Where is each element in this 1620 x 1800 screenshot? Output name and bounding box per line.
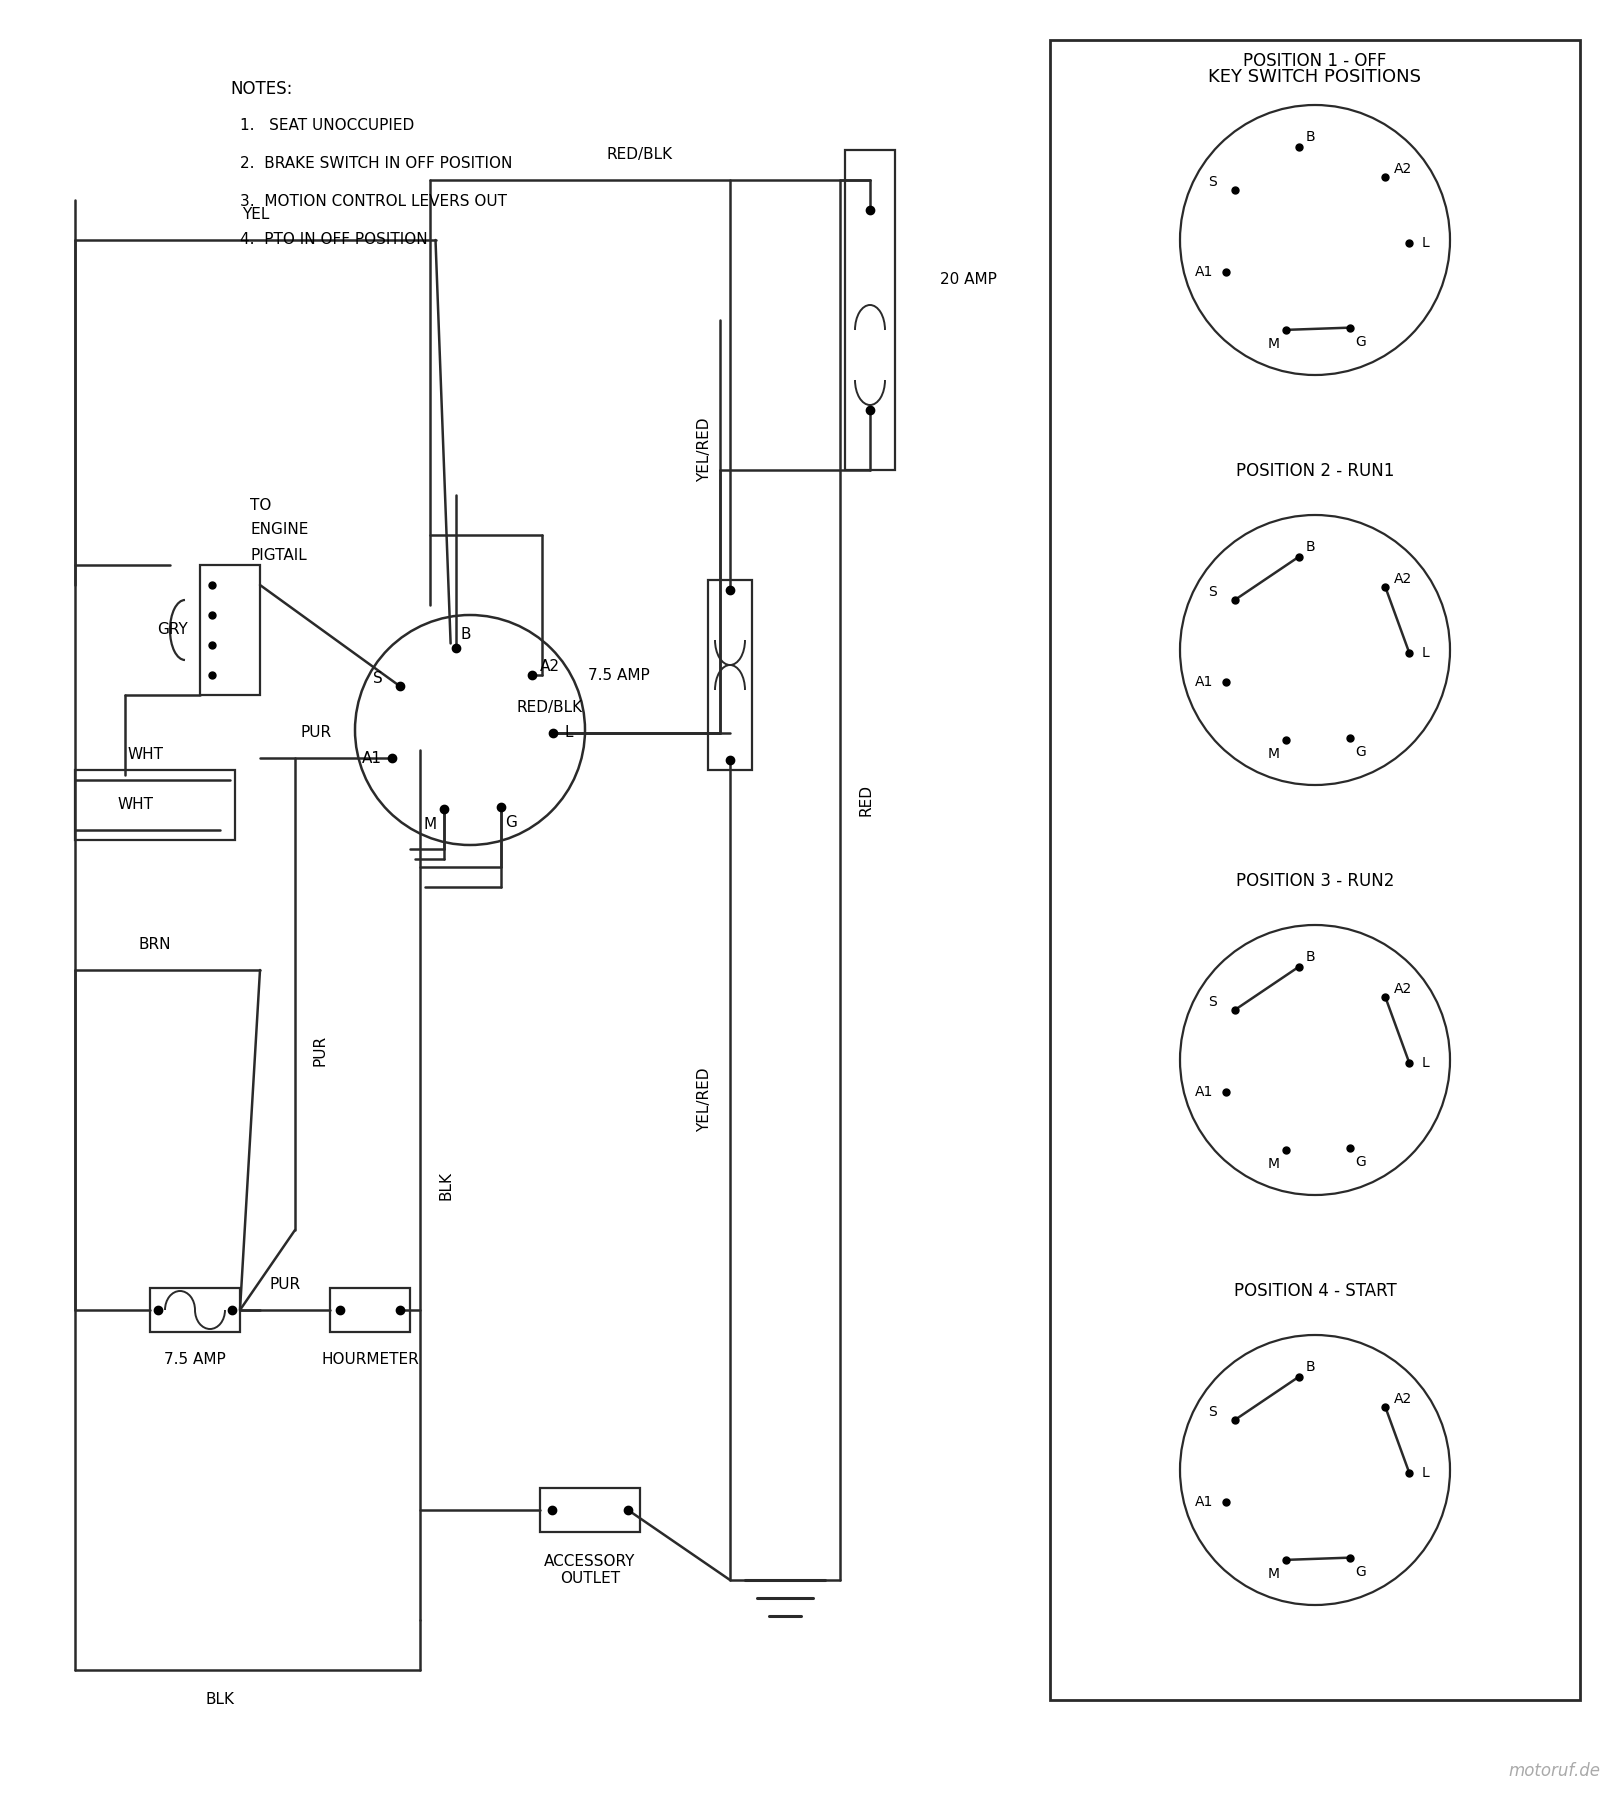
Text: PUR: PUR	[269, 1276, 301, 1292]
Text: S: S	[1209, 175, 1217, 189]
Text: PIGTAIL: PIGTAIL	[249, 547, 306, 562]
Text: A1: A1	[1196, 1496, 1213, 1510]
Text: B: B	[1306, 540, 1315, 554]
Text: M: M	[1268, 1157, 1280, 1170]
Text: A2: A2	[1395, 572, 1413, 585]
Text: BLK: BLK	[437, 1170, 454, 1199]
Text: G: G	[1354, 335, 1366, 349]
Text: RED: RED	[859, 785, 873, 815]
Text: WHT: WHT	[126, 747, 164, 761]
Text: 7.5 AMP: 7.5 AMP	[588, 668, 650, 682]
Bar	[1050, 40, 1580, 1699]
Text: motoruf.de: motoruf.de	[1508, 1762, 1601, 1780]
Text: RED/BLK: RED/BLK	[608, 148, 672, 162]
Text: B: B	[460, 626, 471, 643]
Bar	[330, 1289, 410, 1332]
Text: B: B	[1306, 950, 1315, 965]
Text: B: B	[1306, 1361, 1315, 1373]
Text: M: M	[1268, 1566, 1280, 1580]
Text: L: L	[564, 725, 573, 740]
Text: G: G	[505, 815, 517, 830]
Text: L: L	[1422, 1467, 1429, 1480]
Text: 2.  BRAKE SWITCH IN OFF POSITION: 2. BRAKE SWITCH IN OFF POSITION	[240, 157, 512, 171]
Bar	[75, 770, 235, 841]
Text: A2: A2	[1395, 981, 1413, 995]
Text: G: G	[1354, 1564, 1366, 1579]
Text: S: S	[1209, 1406, 1217, 1418]
Text: PUR: PUR	[301, 725, 332, 740]
Text: RED/BLK: RED/BLK	[517, 700, 583, 715]
Text: 4.  PTO IN OFF POSITION: 4. PTO IN OFF POSITION	[240, 232, 428, 247]
Text: BRN: BRN	[139, 938, 172, 952]
Text: S: S	[373, 671, 382, 686]
Text: POSITION 4 - START: POSITION 4 - START	[1233, 1282, 1396, 1300]
Text: M: M	[1268, 747, 1280, 761]
Text: GRY: GRY	[157, 623, 188, 637]
Text: L: L	[1422, 1057, 1429, 1071]
Text: BLK: BLK	[206, 1692, 235, 1706]
Text: L: L	[1422, 646, 1429, 661]
Bar	[199, 565, 259, 695]
Bar	[151, 1289, 240, 1332]
Text: WHT: WHT	[117, 797, 152, 812]
Text: YEL: YEL	[241, 207, 269, 221]
Text: NOTES:: NOTES:	[230, 79, 292, 97]
Text: L: L	[1422, 236, 1429, 250]
Bar	[539, 1489, 640, 1532]
Text: POSITION 3 - RUN2: POSITION 3 - RUN2	[1236, 871, 1395, 889]
Text: PUR: PUR	[313, 1035, 327, 1066]
Text: 1.   SEAT UNOCCUPIED: 1. SEAT UNOCCUPIED	[240, 119, 415, 133]
Text: G: G	[1354, 1154, 1366, 1168]
Text: YEL/RED: YEL/RED	[697, 1067, 713, 1132]
Text: G: G	[1354, 745, 1366, 758]
Text: HOURMETER: HOURMETER	[321, 1352, 420, 1366]
Bar	[846, 149, 894, 470]
Text: TO: TO	[249, 497, 272, 513]
Bar	[708, 580, 752, 770]
Text: A1: A1	[1196, 265, 1213, 279]
Text: B: B	[1306, 130, 1315, 144]
Text: A1: A1	[1196, 675, 1213, 689]
Text: S: S	[1209, 995, 1217, 1010]
Text: POSITION 2 - RUN1: POSITION 2 - RUN1	[1236, 463, 1395, 481]
Text: M: M	[1268, 337, 1280, 351]
Text: A2: A2	[539, 659, 559, 673]
Text: ACCESSORY
OUTLET: ACCESSORY OUTLET	[544, 1553, 635, 1586]
Text: POSITION 1 - OFF: POSITION 1 - OFF	[1243, 52, 1387, 70]
Text: M: M	[424, 817, 437, 832]
Text: 7.5 AMP: 7.5 AMP	[164, 1352, 225, 1366]
Text: A2: A2	[1395, 1391, 1413, 1406]
Text: 3.  MOTION CONTROL LEVERS OUT: 3. MOTION CONTROL LEVERS OUT	[240, 194, 507, 209]
Text: KEY SWITCH POSITIONS: KEY SWITCH POSITIONS	[1209, 68, 1421, 86]
Text: YEL/RED: YEL/RED	[697, 418, 713, 482]
Text: ENGINE: ENGINE	[249, 522, 308, 538]
Text: A2: A2	[1395, 162, 1413, 176]
Text: 20 AMP: 20 AMP	[940, 272, 996, 288]
Text: S: S	[1209, 585, 1217, 599]
Text: A1: A1	[363, 751, 382, 765]
Text: A1: A1	[1196, 1085, 1213, 1100]
